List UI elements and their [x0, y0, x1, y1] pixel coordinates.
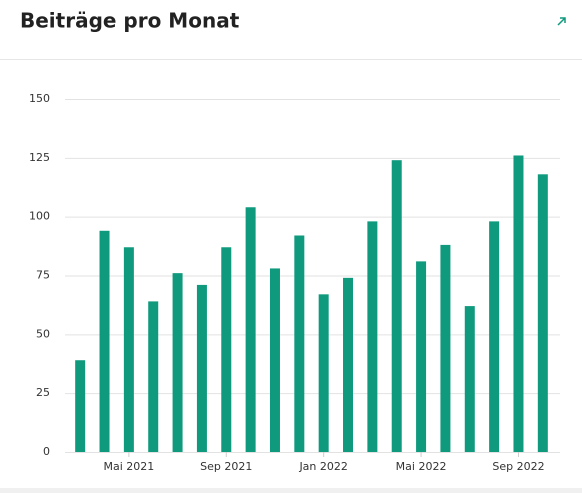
- x-tick-label: Sep 2021: [200, 460, 252, 473]
- bar: [245, 207, 256, 452]
- y-tick-label: 50: [36, 327, 50, 340]
- bar: [537, 174, 548, 452]
- bar: [75, 360, 86, 452]
- bar: [196, 284, 207, 452]
- x-tick-label: Mai 2021: [103, 460, 154, 473]
- bar: [489, 221, 500, 452]
- bar: [123, 247, 134, 452]
- y-tick-label: 25: [36, 386, 50, 399]
- bar: [99, 230, 110, 452]
- bar: [440, 244, 451, 452]
- x-tick-label: Jan 2022: [298, 460, 347, 473]
- bar: [269, 268, 280, 452]
- y-tick-label: 125: [29, 151, 50, 164]
- x-tick-label: Sep 2022: [492, 460, 544, 473]
- bar: [343, 277, 354, 452]
- bar: [221, 247, 232, 452]
- y-tick-label: 0: [43, 445, 50, 458]
- bar: [416, 261, 427, 452]
- bar: [464, 306, 475, 452]
- y-tick-label: 150: [29, 92, 50, 105]
- bar: [148, 301, 159, 452]
- bar: [391, 160, 402, 453]
- y-tick-label: 100: [29, 210, 50, 223]
- bar: [513, 155, 524, 453]
- bar: [172, 273, 183, 452]
- bar: [367, 221, 378, 452]
- chart-title: Beiträge pro Monat: [20, 9, 240, 33]
- y-tick-label: 75: [36, 269, 50, 282]
- bottom-strip: [0, 488, 582, 493]
- x-tick-label: Mai 2022: [396, 460, 447, 473]
- bar: [318, 294, 329, 452]
- expand-icon[interactable]: [557, 17, 566, 26]
- bar: [294, 235, 305, 452]
